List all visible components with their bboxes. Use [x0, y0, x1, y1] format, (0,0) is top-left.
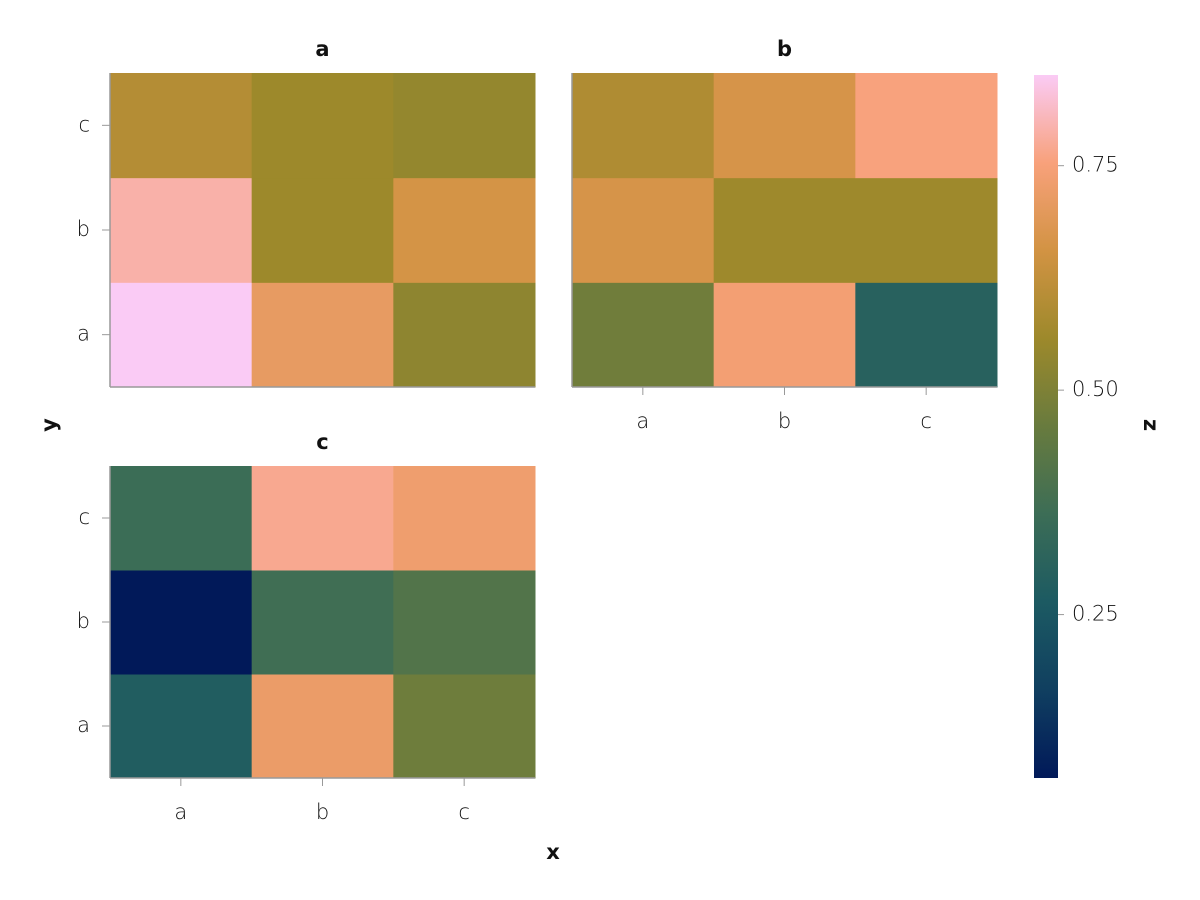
colorbar-label: z [1139, 419, 1163, 431]
heatmap-cell [572, 73, 715, 179]
heatmap-cell [393, 282, 536, 388]
heatmap-cell [251, 570, 394, 675]
x-tick-label: b [778, 409, 791, 433]
heatmap-cell [251, 674, 394, 779]
colorbar-tick-label: 0.25 [1072, 602, 1119, 626]
heatmap-cell [855, 73, 998, 179]
colorbar-tick-label: 0.50 [1072, 377, 1119, 401]
colorbar-tick-label: 0.75 [1072, 153, 1119, 177]
heatmap-cell [251, 282, 394, 388]
heatmap-cell [393, 177, 536, 283]
heatmap-cell [393, 466, 536, 571]
heatmap-cell [110, 570, 253, 675]
heatmap-cell [251, 73, 394, 179]
heatmap-cell [572, 177, 715, 283]
x-tick-label: a [174, 800, 187, 824]
heatmap-cell [393, 674, 536, 779]
facet-title: c [316, 430, 328, 454]
heatmap-cell [713, 282, 856, 388]
x-tick-label: a [636, 409, 649, 433]
y-tick-label: b [77, 217, 90, 241]
heatmap-cell [110, 73, 253, 179]
facet-title: b [777, 37, 792, 61]
heatmap-cell [855, 177, 998, 283]
y-tick-label: a [77, 322, 90, 346]
y-tick-label: c [78, 505, 90, 529]
facet-title: a [315, 37, 329, 61]
heatmap-cell [110, 466, 253, 571]
x-tick-label: c [920, 409, 932, 433]
x-tick-label: b [316, 800, 329, 824]
heatmap-cell [393, 570, 536, 675]
colorbar [1034, 75, 1058, 778]
heatmap-cell [110, 177, 253, 283]
y-tick-label: a [77, 713, 90, 737]
y-axis-label: y [37, 418, 61, 432]
heatmap-cell [110, 674, 253, 779]
x-axis-label: x [546, 840, 560, 864]
x-tick-label: c [458, 800, 470, 824]
heatmap-cell [855, 282, 998, 388]
heatmap-cell [251, 177, 394, 283]
heatmap-cell [251, 466, 394, 571]
heatmap-cell [393, 73, 536, 179]
heatmap-cell [110, 282, 253, 388]
heatmap-cell [713, 73, 856, 179]
heatmap-cell [572, 282, 715, 388]
y-tick-label: b [77, 609, 90, 633]
heatmap-cell [713, 177, 856, 283]
y-tick-label: c [78, 112, 90, 136]
